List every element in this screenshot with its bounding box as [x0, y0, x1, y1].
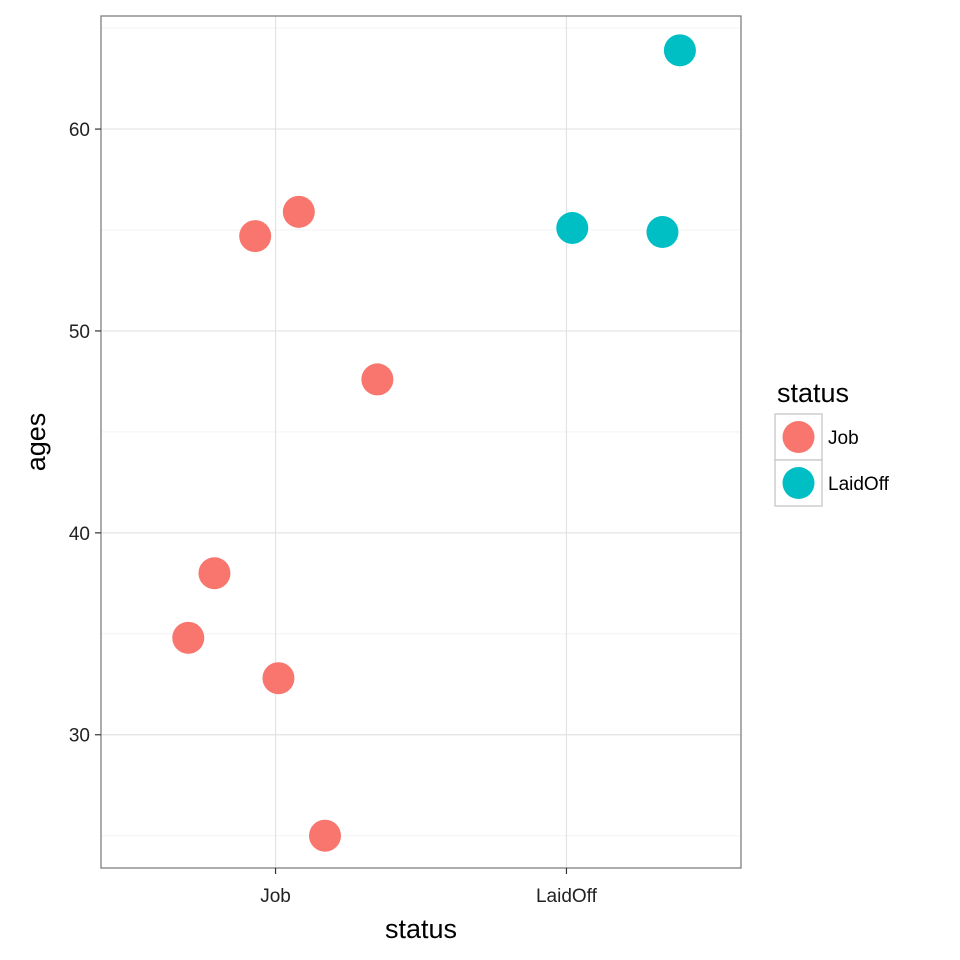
point-laidoff [663, 34, 696, 67]
point-job [262, 662, 295, 695]
point-job [172, 621, 205, 654]
y-axis: 30 40 50 60 [69, 120, 101, 747]
legend-item-job: Job [774, 413, 859, 461]
point-job [282, 195, 315, 228]
legend-label-laidoff: LaidOff [828, 474, 890, 495]
legend-swatch-laidoff [782, 467, 815, 499]
legend-swatch-job [782, 421, 815, 453]
legend-item-laidoff: LaidOff [774, 459, 890, 507]
legend-title: status [777, 378, 849, 408]
major-gridlines [101, 16, 741, 868]
x-tick-label-job: Job [260, 886, 291, 907]
point-job [239, 220, 272, 253]
plot-panel [101, 16, 741, 868]
y-tick-label: 30 [69, 726, 90, 747]
y-axis-title: ages [21, 413, 51, 472]
y-tick-label: 40 [69, 524, 90, 545]
plot-border [100, 15, 742, 869]
legend-label-job: Job [828, 428, 859, 449]
point-job [361, 363, 394, 396]
x-tick-label-laidoff: LaidOff [536, 886, 598, 907]
point-laidoff [556, 211, 589, 244]
x-axis: Job LaidOff [260, 868, 598, 907]
data-points [172, 34, 696, 852]
minor-gridlines [101, 27, 741, 837]
point-job [309, 819, 341, 852]
point-laidoff [646, 216, 679, 249]
y-tick-label: 60 [69, 120, 90, 141]
y-tick-label: 50 [69, 322, 90, 343]
legend: status Job LaidOff [774, 378, 890, 507]
point-job [198, 557, 231, 590]
x-axis-title: status [385, 914, 457, 944]
